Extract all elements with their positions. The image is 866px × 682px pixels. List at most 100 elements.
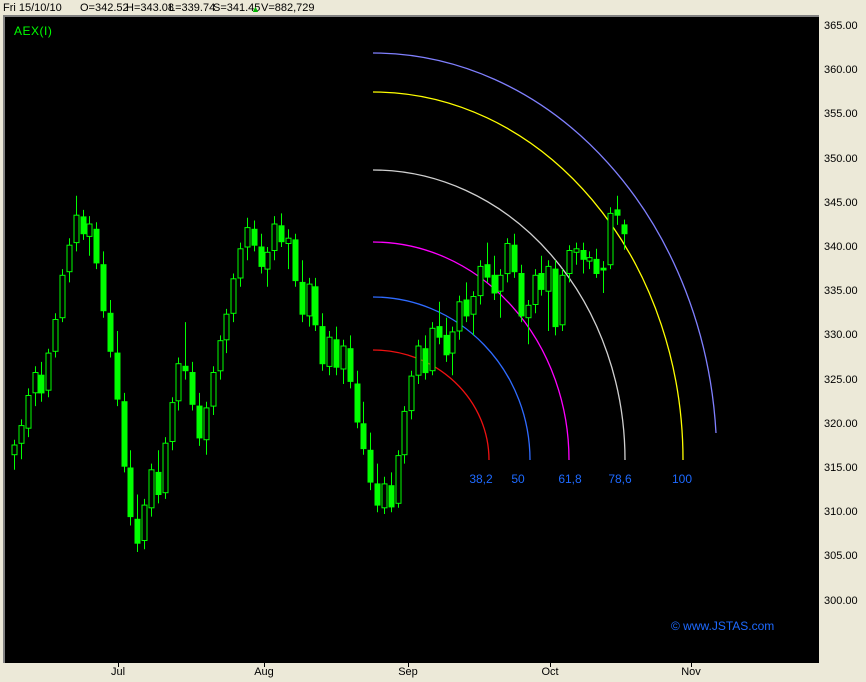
candle [415,339,422,384]
month-tick-label: Oct [541,666,559,678]
candle-body [518,273,525,317]
candle-body [614,209,621,216]
month-tick-label: Jul [110,666,126,678]
candle [422,335,429,380]
candle [429,322,436,376]
candle [162,437,169,499]
candle [614,195,621,225]
candle-body [511,244,518,273]
candle [388,472,395,513]
candle-body [217,340,224,372]
price-tick-label: 310.00 [824,506,858,519]
candle-body [11,444,18,456]
candle [306,277,313,327]
candle-body [593,258,600,274]
candle-body [621,224,628,235]
candle-body [230,278,237,314]
candle [86,216,93,256]
candle [470,291,477,336]
candle-body [155,471,162,495]
fib-label-38,2: 38,2 [469,472,493,486]
candle [538,255,545,296]
candle [189,361,196,411]
candle-body [456,301,463,332]
candle-body [189,372,196,405]
candle [449,326,456,376]
candle [271,216,278,261]
candle [477,260,484,305]
fib-arc-61,8 [372,241,570,461]
candle [354,370,361,429]
candle [312,277,319,331]
quote-open: O=342.52 [80,2,129,14]
volume-up-arrow-icon: ▲ [251,4,260,14]
price-tick-label: 350.00 [824,152,858,165]
candle [182,322,189,380]
month-tick [550,663,551,667]
candle [367,432,374,491]
candle [326,331,333,376]
candle-body [408,375,415,412]
candle-body [93,228,100,264]
candle-body [470,296,477,315]
candle-body [443,334,450,356]
candle [251,220,258,252]
candle-body [538,273,545,290]
fib-label-50: 50 [511,472,525,486]
price-tick-label: 360.00 [824,64,858,77]
candle [600,261,607,293]
candle-body [401,410,408,456]
candle-body [484,264,491,278]
candle-body [333,339,340,368]
candle-body [340,345,347,370]
price-tick-label: 300.00 [824,594,858,607]
candle-body [525,304,532,319]
candle-body [45,352,52,391]
candle [401,406,408,464]
month-tick-label: Aug [254,666,274,678]
candle-body [52,319,59,352]
candle-body [367,449,374,483]
candle [497,269,504,318]
candle-body [573,248,580,253]
candle [175,357,182,411]
quote-low: L=339.74 [169,2,216,14]
candle-body [169,402,176,443]
price-tick-label: 335.00 [824,285,858,298]
candle [593,248,600,278]
fib-arc-100 [372,91,684,461]
candle [223,308,230,354]
candle [196,392,203,446]
candle [230,273,237,323]
candle-body [100,264,107,312]
candle-body [381,483,388,509]
candle [134,494,141,552]
candle [299,260,306,323]
candle [443,317,450,362]
candle [552,260,559,336]
candle [121,392,128,473]
candle [484,242,491,283]
candle-body [607,212,614,266]
candle [114,331,121,407]
candle [566,245,573,283]
candle [559,269,566,331]
candle [244,217,251,261]
candle-body [463,299,470,317]
candle-body [134,518,141,544]
candle-body [278,225,285,243]
candle [127,450,134,526]
quote-settle: S=341.45 [213,2,261,14]
candle [155,450,162,504]
candle [66,238,73,283]
candle-body [306,283,313,317]
candle [491,255,498,300]
candle-body [114,352,121,400]
candle-body [18,425,25,444]
candle [573,242,580,265]
candle [237,242,244,287]
price-tick-label: 325.00 [824,373,858,386]
candle-body [59,274,66,319]
candle [511,233,518,278]
chart-panel[interactable]: AEX(I) 38,2 50 61,8 78,6 100 © www.JSTAS.com [3,15,819,663]
